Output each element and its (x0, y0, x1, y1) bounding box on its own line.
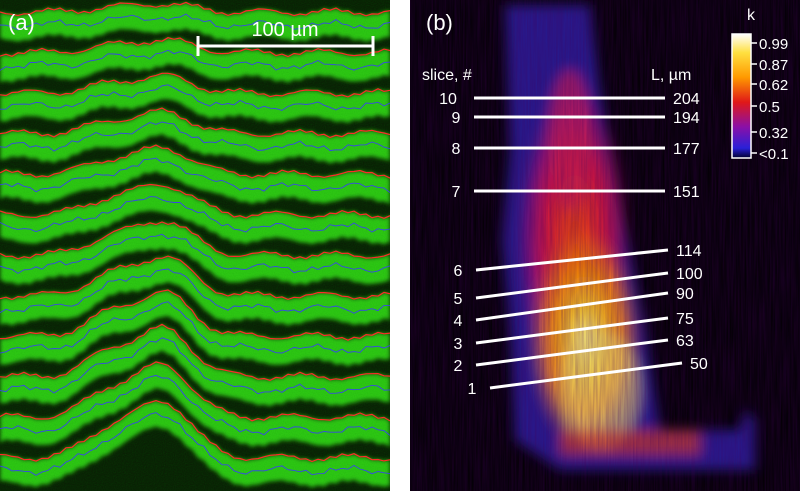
stripe-edge-line (0, 72, 390, 98)
slice-number: 8 (452, 141, 461, 158)
slice-length: 194 (673, 110, 700, 127)
panel-b-label: (b) (426, 10, 453, 35)
stripe-center-line (0, 157, 390, 193)
slice-number: 5 (454, 291, 463, 308)
stripe-center-line (0, 337, 390, 395)
colorbar: k 0.99 0.87 0.62 0.5 0.32 <0.1 (731, 7, 789, 163)
slice-number: 2 (454, 358, 463, 375)
colorbar-title: k (747, 7, 756, 24)
colorbar-gradient (731, 33, 752, 159)
heatmap-image: (b) slice, # L, µm k 0.99 0.87 0.62 0.5 0.32… (410, 0, 800, 491)
colorbar-tick-label: 0.62 (759, 77, 788, 94)
slice-number: 4 (454, 313, 463, 330)
slice-length: 63 (676, 333, 694, 350)
stripe-edge-line (0, 183, 390, 219)
slice-length: 204 (673, 91, 700, 108)
slice-number: 7 (452, 184, 461, 201)
panel-a-micrograph: 100 µm (a) (0, 0, 390, 491)
stripe-edge-line (0, 1, 390, 17)
slice-lines: 10 204 9 194 8 177 7 151 6 114 5 100 4 90 3 75 2 63 1 50 (439, 91, 708, 398)
slice-length: 75 (676, 311, 694, 328)
slice-line (489, 361, 683, 390)
colorbar-tick-label: 0.99 (759, 36, 788, 53)
slice-length: 90 (676, 286, 694, 303)
stripe-edge-lines (0, 1, 390, 463)
slice-number: 1 (468, 381, 477, 398)
slice-line (475, 291, 669, 322)
slice-header: slice, # (422, 67, 472, 84)
colorbar-tick-label: 0.5 (759, 99, 780, 116)
length-header: L, µm (651, 67, 691, 84)
slice-length: 114 (676, 243, 702, 260)
colorbar-tick-label: 0.32 (759, 125, 788, 142)
scale-bar-label: 100 µm (251, 19, 318, 41)
stripe-edge-line (0, 144, 390, 179)
stripe-center-line (0, 412, 390, 476)
slice-length: 177 (673, 141, 700, 158)
slice-line (475, 248, 669, 272)
slice-number: 6 (454, 263, 463, 280)
slice-number: 3 (454, 336, 463, 353)
stripe-center-line (0, 268, 390, 314)
stripe-edge-line (0, 289, 390, 341)
stripe-edge-line (0, 107, 390, 139)
panel-b-heatmap: (b) slice, # L, µm k 0.99 0.87 0.62 0.5 0.32… (410, 0, 800, 491)
slice-length: 100 (676, 266, 703, 283)
stripe-center-line (0, 49, 390, 71)
image-grain (0, 0, 390, 491)
stripe-center-line (0, 13, 390, 31)
slice-line (475, 271, 669, 300)
slice-line (475, 338, 669, 367)
stripe-center-lines (0, 13, 390, 476)
stripe-center-line (0, 374, 390, 436)
stripe-center-line (0, 121, 390, 152)
stripe-edge-line (0, 399, 390, 463)
slice-number: 9 (452, 110, 461, 127)
stripe-center-line (0, 196, 390, 233)
scale-bar: 100 µm (196, 19, 375, 56)
colorbar-tick-label: 0.87 (759, 57, 788, 74)
stripe-edge-line (0, 221, 390, 260)
slice-length: 50 (690, 356, 708, 373)
panel-a-label: (a) (8, 10, 35, 35)
colorbar-tick-label: <0.1 (759, 146, 789, 163)
stripe-center-line (0, 233, 390, 274)
micrograph-image: 100 µm (a) (0, 0, 390, 491)
slice-line (475, 316, 669, 345)
stripe-center-line (0, 301, 390, 354)
slice-number: 10 (439, 91, 457, 108)
stripe-center-line (0, 84, 390, 111)
stripe-edge-line (0, 37, 390, 58)
slice-length: 151 (673, 184, 700, 201)
colorbar-ticks: 0.99 0.87 0.62 0.5 0.32 <0.1 (751, 36, 789, 163)
stripe-edge-line (0, 323, 390, 381)
stripe-edge-line (0, 255, 390, 301)
stripe-edge-line (0, 361, 390, 422)
